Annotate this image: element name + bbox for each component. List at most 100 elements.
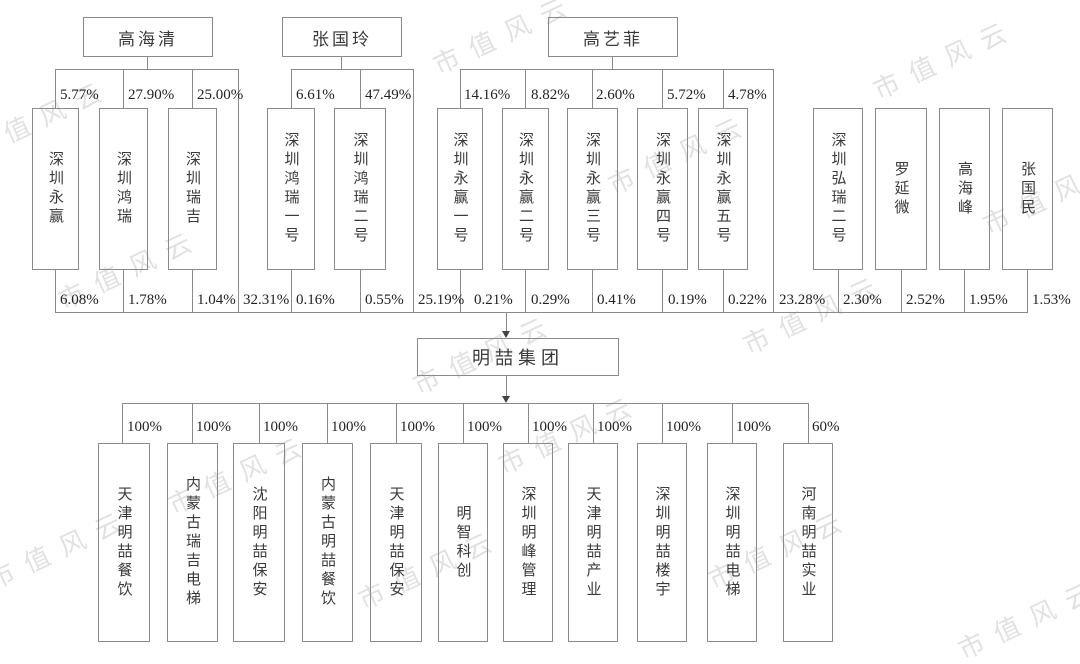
connector-line [838,270,839,312]
ownership-percentage: 100% [467,419,502,435]
ownership-percentage: 100% [127,419,162,435]
connector-line [291,69,292,108]
ownership-percentage: 23.28% [779,292,826,308]
ownership-percentage: 14.16% [464,87,511,103]
ownership-percentage: 100% [196,419,231,435]
ownership-percentage: 1.53% [1032,292,1071,308]
connector-line [291,69,413,70]
connector-line [732,403,733,443]
connector-line [192,270,193,312]
connector-line [327,403,328,443]
holding-entity-box: 罗延微 [875,108,927,270]
connector-line [460,69,773,70]
holding-entity-box: 深圳永赢一号 [437,108,483,270]
subsidiary-box: 天津明喆餐饮 [98,443,150,642]
holding-entity-box: 深圳瑞吉 [168,108,217,270]
connector-line [506,376,507,397]
ownership-percentage: 60% [812,419,840,435]
ownership-percentage: 5.77% [60,87,99,103]
connector-line [122,403,808,404]
connector-line [612,57,613,69]
connector-line [55,312,1028,313]
connector-line [396,403,397,443]
connector-line [1027,270,1028,312]
ownership-percentage: 100% [331,419,366,435]
connector-line [662,69,663,108]
holding-entity-box: 深圳鸿瑞二号 [334,108,386,270]
ownership-percentage: 6.61% [296,87,335,103]
connector-line [593,403,594,443]
ownership-percentage: 6.08% [60,292,99,308]
ownership-percentage: 100% [532,419,567,435]
subsidiary-box: 内蒙古瑞吉电梯 [167,443,218,642]
ownership-percentage: 8.82% [531,87,570,103]
connector-line [901,270,902,312]
subsidiary-box: 明智科创 [438,443,488,642]
ownership-percentage: 0.19% [668,292,707,308]
subsidiary-box: 沈阳明喆保安 [233,443,285,642]
ownership-percentage: 100% [263,419,298,435]
connector-line [360,69,361,108]
ownership-percentage: 100% [597,419,632,435]
subsidiary-box: 深圳明峰管理 [503,443,553,642]
connector-line [723,69,724,108]
connector-line [123,270,124,312]
connector-line [592,69,593,108]
ownership-percentage: 0.21% [474,292,513,308]
connector-line [147,57,148,69]
ownership-percentage: 100% [666,419,701,435]
founder-box-zhang-guoling: 张国玲 [282,17,402,57]
connector-line [192,403,193,443]
holding-entity-box: 张国民 [1002,108,1053,270]
connector-line [460,270,461,312]
connector-line [964,270,965,312]
ownership-percentage: 0.22% [728,292,767,308]
ownership-percentage: 2.30% [843,292,882,308]
connector-line [808,403,809,443]
subsidiary-box: 深圳明喆楼宇 [637,443,687,642]
ownership-percentage: 100% [400,419,435,435]
connector-line [525,270,526,312]
connector-line [528,403,529,443]
ownership-percentage: 4.78% [728,87,767,103]
holding-entity-box: 深圳永赢 [32,108,79,270]
connector-line [723,270,724,312]
subsidiary-box: 深圳明喆电梯 [707,443,757,642]
down-arrowhead-icon [502,331,510,338]
watermark-text: 市值风云 [954,573,1080,664]
ownership-percentage: 2.60% [596,87,635,103]
subsidiary-box: 内蒙古明喆餐饮 [302,443,353,642]
ownership-percentage: 0.55% [365,292,404,308]
holding-entity-box: 深圳永赢二号 [502,108,549,270]
ownership-percentage: 100% [736,419,771,435]
connector-line [592,270,593,312]
watermark-text: 市值风云 [869,13,1023,106]
group-box: 明喆集团 [417,338,619,376]
holding-entity-box: 深圳鸿瑞 [99,108,148,270]
ownership-percentage: 1.78% [128,292,167,308]
connector-line [341,57,342,69]
founder-box-gao-haiqing: 高海清 [83,17,213,57]
connector-line [360,270,361,312]
down-arrowhead-icon [502,396,510,403]
connector-line [55,69,238,70]
holding-entity-box: 高海峰 [939,108,990,270]
connector-line [525,69,526,108]
ownership-percentage: 47.49% [365,87,412,103]
connector-line [662,270,663,312]
subsidiary-box: 天津明喆产业 [568,443,618,642]
connector-line [123,69,124,108]
connector-line [291,270,292,312]
connector-line [506,312,507,332]
connector-line [460,69,461,108]
ownership-percentage: 27.90% [128,87,175,103]
connector-line [413,69,414,312]
holding-entity-box: 深圳弘瑞二号 [813,108,863,270]
ownership-percentage: 1.04% [197,292,236,308]
connector-line [55,270,56,312]
ownership-percentage: 2.52% [906,292,945,308]
holding-entity-box: 深圳永赢三号 [567,108,618,270]
subsidiary-box: 河南明喆实业 [783,443,833,642]
ownership-percentage: 5.72% [667,87,706,103]
ownership-percentage: 32.31% [243,292,290,308]
